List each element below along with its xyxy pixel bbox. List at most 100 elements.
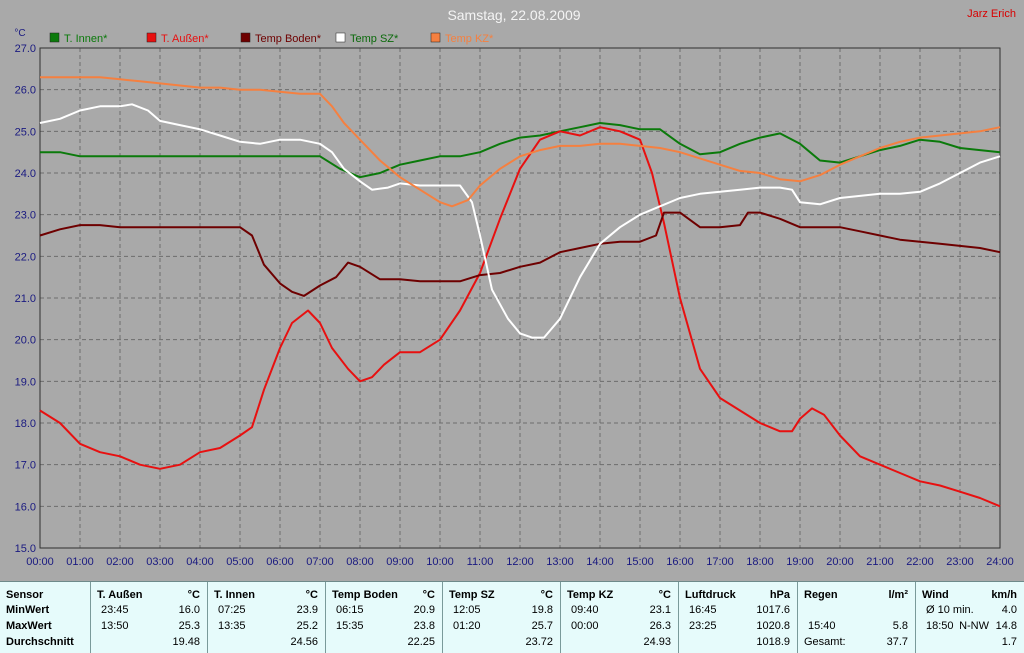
stats-avg-value: 22.25	[407, 636, 435, 648]
stats-min-value: 4.0	[1001, 604, 1017, 616]
stats-min-value: 16.0	[178, 604, 200, 616]
x-tick-label: 24:00	[986, 556, 1014, 568]
stats-min-value: 20.9	[413, 604, 435, 616]
legend-swatch	[240, 32, 251, 43]
stats-avg-value: 24.93	[643, 636, 671, 648]
stats-min-time: 09:40	[571, 604, 599, 616]
x-tick-label: 10:00	[426, 556, 454, 568]
stats-column-temp-sz: Temp SZ °C 12:05 19.8 01:20 25.7 23.72	[442, 582, 560, 653]
x-tick-label: 08:00	[346, 556, 374, 568]
stats-column-sensor: Sensor MinWert MaxWert Durchschnitt	[0, 582, 90, 653]
stats-avg-label: Gesamt:	[804, 636, 846, 648]
y-axis-unit-label: °C	[14, 28, 25, 39]
stats-max-value: 14.8	[995, 620, 1017, 632]
legend-label: T. Innen*	[64, 33, 108, 45]
stats-max-value: 25.7	[531, 620, 553, 632]
stats-min-time: Ø 10 min.	[926, 604, 974, 616]
stats-min-value: 23.1	[649, 604, 671, 616]
legend-label: Temp KZ*	[445, 33, 494, 45]
series-line-temp-kz	[40, 76, 1001, 208]
chart-title: Samstag, 22.08.2009	[447, 7, 580, 23]
stats-max-value: 25.3	[178, 620, 200, 632]
stats-max-value: 26.3	[649, 620, 671, 632]
stats-avg-value: 37.7	[886, 636, 908, 648]
statistics-table: Sensor MinWert MaxWert Durchschnitt T. Außen…	[0, 581, 1024, 653]
x-tick-label: 17:00	[706, 556, 734, 568]
stats-min-time: 06:15	[336, 604, 364, 616]
plot-border	[39, 47, 1001, 549]
stats-max-time: 13:35	[218, 620, 246, 632]
x-tick-label: 00:00	[26, 556, 54, 568]
y-tick-label: 19.0	[15, 376, 36, 388]
series-line-t-au-en	[39, 126, 1001, 508]
stats-header: Temp Boden	[332, 589, 398, 601]
stats-column-t-au-en: T. Außen °C 23:45 16.0 13:50 25.3 19.48	[90, 582, 207, 653]
x-tick-label: 16:00	[666, 556, 694, 568]
stats-max-time: 13:50	[101, 620, 129, 632]
stats-column-regen: Regen l/m² 15:40 5.8 Gesamt: 37.7	[797, 582, 915, 653]
y-tick-label: 17.0	[15, 460, 36, 472]
x-tick-label: 11:00	[467, 556, 494, 568]
stats-unit: °C	[187, 589, 200, 601]
x-tick-label: 03:00	[146, 556, 174, 568]
y-tick-label: 23.0	[15, 210, 36, 222]
x-tick-label: 19:00	[786, 556, 814, 568]
stats-min-value: 23.9	[296, 604, 318, 616]
stats-unit: km/h	[991, 589, 1017, 601]
x-tick-label: 09:00	[386, 556, 414, 568]
legend-swatch	[49, 32, 60, 43]
x-tick-label: 22:00	[906, 556, 934, 568]
stats-unit: l/m²	[888, 589, 908, 601]
stats-avg-value: 1.7	[1001, 636, 1017, 648]
x-tick-label: 12:00	[506, 556, 534, 568]
stats-max-value: 5.8	[892, 620, 908, 632]
stats-min-value: 1017.6	[756, 604, 790, 616]
y-tick-label: 21.0	[15, 293, 36, 305]
stats-header: T. Außen	[97, 589, 143, 601]
stats-max-time: 00:00	[571, 620, 599, 632]
y-tick-label: 20.0	[15, 335, 36, 347]
stats-avg-value: 1018.9	[756, 636, 790, 648]
temperature-chart: 15.0 16.0 17.0 18.0 19.0 20.0 21.0 22.0 23.0 24.0…	[14, 7, 1016, 568]
stats-header: Temp SZ	[449, 589, 495, 601]
y-tick-label: 18.0	[15, 418, 36, 430]
stats-unit: °C	[540, 589, 553, 601]
stats-unit: °C	[422, 589, 435, 601]
legend-swatch	[430, 32, 441, 43]
stats-max-time: 18:50	[926, 620, 954, 632]
x-tick-label: 02:00	[106, 556, 134, 568]
stats-column-temp-kz: Temp KZ °C 09:40 23.1 00:00 26.3 24.93	[560, 582, 678, 653]
stats-max-value: 1020.8	[756, 620, 790, 632]
stats-min-time: 23:45	[101, 604, 129, 616]
series-line-temp-sz	[39, 103, 1001, 339]
stats-min-time: 12:05	[453, 604, 481, 616]
x-tick-label: 13:00	[546, 556, 574, 568]
series-line-temp-boden	[39, 211, 1001, 297]
stats-header: Temp KZ	[567, 589, 614, 601]
stats-min-time: 16:45	[689, 604, 717, 616]
stats-column-temp-boden: Temp Boden °C 06:15 20.9 15:35 23.8 22.25	[325, 582, 442, 653]
legend: T. Innen* T. Außen* Temp Boden* Temp SZ* Tem…	[49, 32, 494, 45]
stats-row-label: Durchschnitt	[6, 636, 74, 648]
legend-label: Temp SZ*	[350, 33, 399, 45]
x-tick-label: 20:00	[826, 556, 854, 568]
stats-min-value: 19.8	[531, 604, 553, 616]
author-label: Jarz Erich	[967, 8, 1016, 20]
legend-label: Temp Boden*	[255, 33, 322, 45]
series-layer	[39, 76, 1001, 508]
x-tick-label: 18:00	[746, 556, 774, 568]
stats-max-value: 25.2	[296, 620, 318, 632]
axes: 15.0 16.0 17.0 18.0 19.0 20.0 21.0 22.0 23.0 24.0…	[15, 43, 1014, 568]
legend-swatch	[335, 32, 346, 43]
y-tick-label: 26.0	[15, 85, 36, 97]
stats-row-label: MinWert	[6, 604, 50, 616]
stats-unit: hPa	[769, 589, 790, 601]
y-tick-label: 25.0	[15, 126, 36, 138]
stats-min-time: 07:25	[218, 604, 246, 616]
x-tick-label: 14:00	[586, 556, 614, 568]
stats-header: Sensor	[6, 589, 44, 601]
stats-header: Luftdruck	[685, 589, 736, 601]
stats-max-value: 23.8	[413, 620, 435, 632]
stats-unit: °C	[305, 589, 318, 601]
